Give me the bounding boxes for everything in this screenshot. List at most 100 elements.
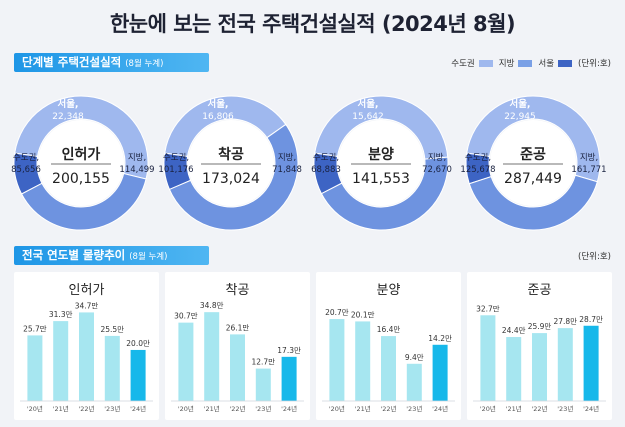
bar-value-label: 20.0만 <box>126 339 150 348</box>
donut-slice-capital <box>20 172 147 231</box>
bar-panel-completions: 준공 32.7만 '20년 24.4만 '21년 25.9만 '22년 27.8만 '23년 28… <box>467 272 612 420</box>
donut-slice-capital <box>168 123 299 231</box>
bar-value-label: 30.7만 <box>174 312 198 321</box>
x-tick-label: '22년 <box>78 404 94 413</box>
bar-value-label: 28.7만 <box>579 315 603 324</box>
legend-label: 수도권 <box>451 59 475 69</box>
donut-label-region: 지방, <box>128 152 146 163</box>
x-tick-label: '24년 <box>583 404 599 413</box>
donut-center-total: 200,155 <box>52 171 110 187</box>
donut-center-total: 287,449 <box>504 171 562 187</box>
bar-panel-starts: 착공 30.7만 '20년 34.8만 '21년 26.1만 '22년 12.7만 '23년 17… <box>165 272 310 420</box>
donut-label-capital: 수도권, <box>13 152 39 163</box>
bar-value-label: 17.3만 <box>277 346 301 355</box>
donut-label-seoul: 서울, <box>509 98 530 110</box>
donut-center-title: 인허가 <box>62 146 101 163</box>
bar <box>178 322 194 401</box>
bar <box>432 344 448 401</box>
legend-item-region: 지방 <box>499 57 533 69</box>
bar <box>230 334 245 401</box>
legend-label: 지방 <box>498 59 515 69</box>
x-tick-label: '24년 <box>281 404 297 413</box>
x-tick-label: '23년 <box>104 404 120 413</box>
section-label-yearly: 전국 연도별 물량추이 (8월 누계) <box>14 246 209 265</box>
x-tick-label: '22년 <box>380 404 396 413</box>
donut-value-seoul: 15,642 <box>352 112 384 122</box>
donut-slice-region <box>14 95 149 180</box>
bar-value-label: 31.3만 <box>49 310 73 319</box>
x-tick-label: '21년 <box>355 404 371 413</box>
donut-slice-region <box>314 95 449 160</box>
donut-center-title: 분양 <box>368 147 394 163</box>
donut-slice-capital <box>320 156 449 231</box>
bar <box>329 319 345 401</box>
donut-value-region: 161,771 <box>571 165 606 175</box>
section-label-stages: 단계별 주택건설실적 (8월 누계) <box>14 53 209 72</box>
bar-value-label: 20.1만 <box>351 310 375 319</box>
bar <box>130 349 146 401</box>
legend-label: 서울 <box>538 59 555 69</box>
x-tick-label: '23년 <box>255 404 271 413</box>
x-tick-label: '21년 <box>204 404 220 413</box>
donut-value-capital: 68,883 <box>311 165 341 175</box>
donut-1: 착공 173,024 서울, 16,806 지방, 71,848 수도권, 101,176 <box>158 95 302 231</box>
bar <box>532 333 547 401</box>
donut-slice-capital <box>468 174 598 231</box>
donut-label-region: 지방, <box>428 152 446 163</box>
x-tick-label: '21년 <box>53 404 69 413</box>
bar-value-label: 24.4만 <box>502 326 526 335</box>
x-tick-label: '24년 <box>130 404 146 413</box>
donut-hole <box>490 120 576 206</box>
bar <box>381 336 396 401</box>
bar-chart-title: 준공 <box>528 283 552 298</box>
bar <box>557 328 573 401</box>
bar-chart-permits: 인허가 25.7만 '20년 31.3만 '21년 34.7만 '22년 25.5만 '23년 2… <box>20 283 153 413</box>
legend-swatch <box>518 59 533 67</box>
bar <box>53 321 69 401</box>
donut-label-seoul: 서울, <box>57 98 78 110</box>
donut-0: 인허가 200,155 서울, 22,348 지방, 114,499 수도권, 85,656 <box>11 95 155 231</box>
bar-chart-title: 인허가 <box>69 283 105 298</box>
donut-value-capital: 85,656 <box>11 165 41 175</box>
legend-item-seoul: 서울 <box>538 57 573 69</box>
bar-value-label: 14.2만 <box>428 334 452 343</box>
bar-value-label: 25.7만 <box>23 324 47 333</box>
section-label-sub: (8월 누계) <box>129 252 168 262</box>
donut-label-region: 지방, <box>580 152 598 163</box>
bar-chart-title: 착공 <box>226 283 250 298</box>
bar <box>255 368 271 401</box>
x-tick-label: '24년 <box>432 404 448 413</box>
donut-2: 분양 141,553 서울, 15,642 지방, 72,670 수도권, 68,883 <box>311 95 452 231</box>
x-tick-label: '20년 <box>27 404 43 413</box>
donut-label-capital: 수도권, <box>163 152 189 163</box>
donut-label-capital: 수도권, <box>465 152 491 163</box>
x-tick-label: '21년 <box>506 404 522 413</box>
legend-swatch <box>558 59 573 67</box>
bar-chart-sales: 분양 20.7만 '20년 20.1만 '21년 16.4만 '22년 9.4만 '23년 14.… <box>322 283 455 413</box>
bar-chart-title: 분양 <box>377 283 401 298</box>
x-tick-label: '20년 <box>178 404 194 413</box>
donut-value-capital: 101,176 <box>158 165 193 175</box>
bar <box>204 312 220 401</box>
bar <box>104 335 120 401</box>
bar <box>79 312 94 401</box>
legend: 수도권 지방 서울 (단위:호) <box>445 57 611 69</box>
unit-label: (단위:호) <box>578 59 611 69</box>
donut-center-total: 173,024 <box>202 171 260 187</box>
page-title: 한눈에 보는 전국 주택건설실적 (2024년 8월) <box>109 12 516 36</box>
bar <box>583 325 599 401</box>
donut-center-title: 준공 <box>520 147 546 163</box>
legend-unit: (단위:호) <box>578 57 611 69</box>
donut-hole <box>338 120 424 206</box>
donut-label-region: 지방, <box>278 152 296 163</box>
bar <box>355 321 371 401</box>
donut-value-region: 72,670 <box>422 165 452 175</box>
bar <box>480 315 496 401</box>
x-tick-label: '20년 <box>480 404 496 413</box>
bar-value-label: 9.4만 <box>405 353 424 362</box>
x-tick-label: '22년 <box>229 404 245 413</box>
donut-value-seoul: 22,348 <box>52 112 84 122</box>
bar-value-label: 27.8만 <box>553 317 577 326</box>
donut-3: 준공 287,449 서울, 22,945 지방, 161,771 수도권, 125,678 <box>460 95 607 231</box>
bar <box>27 335 43 401</box>
